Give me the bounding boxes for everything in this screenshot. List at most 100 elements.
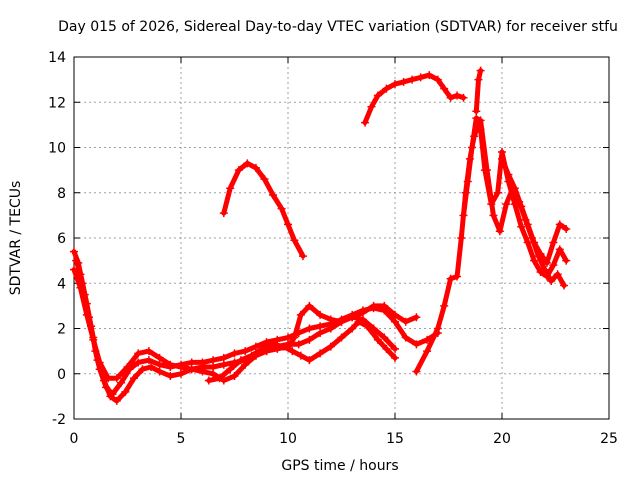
data-point: [401, 333, 410, 342]
data-point: [243, 159, 252, 168]
data-point: [412, 313, 421, 322]
data-point: [555, 220, 564, 229]
data-point: [337, 333, 346, 342]
data-point: [382, 344, 391, 353]
data-point: [555, 245, 564, 254]
data-point: [399, 77, 408, 86]
data-point: [536, 267, 545, 276]
data-point: [423, 347, 432, 356]
series-line-track-6: [461, 115, 567, 288]
data-point: [305, 324, 314, 333]
grid-lines: [74, 57, 609, 419]
data-point: [219, 360, 228, 369]
data-point: [166, 372, 175, 381]
data-point: [363, 322, 372, 331]
data-point: [177, 369, 185, 378]
data-point: [457, 234, 466, 242]
x-tick-label: 25: [600, 431, 618, 447]
data-point: [147, 362, 156, 371]
data-point: [391, 317, 399, 326]
data-point: [155, 367, 164, 376]
data-point: [547, 276, 556, 285]
data-point: [95, 358, 104, 367]
data-point: [215, 374, 224, 383]
data-point: [540, 265, 549, 274]
data-point: [412, 340, 421, 349]
data-point: [489, 211, 498, 220]
data-point: [373, 91, 382, 100]
data-point: [549, 261, 558, 270]
data-point: [380, 333, 389, 342]
data-point: [219, 209, 228, 218]
data-point: [290, 236, 299, 245]
data-point: [382, 84, 391, 93]
data-point: [459, 93, 468, 102]
data-point: [226, 184, 235, 193]
data-point: [82, 310, 91, 319]
y-tick-label: 8: [57, 186, 66, 202]
y-axis-label: SDTVAR / TECUs: [8, 181, 24, 296]
data-point: [144, 347, 153, 356]
data-point: [70, 265, 78, 274]
data-point: [316, 310, 325, 319]
data-point: [269, 340, 278, 349]
data-point: [296, 310, 305, 319]
y-tick-label: -2: [52, 412, 66, 428]
data-point: [121, 387, 130, 396]
y-tick-label: 2: [57, 322, 66, 338]
data-point: [337, 317, 346, 326]
data-point: [358, 308, 367, 317]
data-point: [187, 358, 196, 367]
data-point: [247, 351, 256, 360]
data-point: [316, 329, 325, 338]
data-point: [209, 369, 218, 378]
data-point: [348, 313, 357, 322]
data-point: [316, 322, 325, 331]
data-point: [502, 200, 511, 209]
x-tick-label: 0: [70, 431, 79, 447]
data-point: [517, 202, 526, 211]
data-point: [367, 102, 376, 111]
data-point: [416, 73, 425, 82]
y-tick-label: 4: [57, 276, 66, 292]
data-point: [251, 342, 260, 351]
data-point: [453, 272, 462, 281]
data-point: [226, 365, 235, 374]
series-line-arc-right: [362, 72, 466, 126]
data-point: [542, 258, 551, 267]
data-point: [144, 356, 153, 365]
data-point: [155, 353, 164, 362]
data-point: [523, 220, 532, 229]
x-tick-label: 10: [279, 431, 297, 447]
data-point: [269, 191, 278, 200]
data-point: [446, 93, 455, 102]
data-point: [391, 310, 399, 319]
data-point: [219, 353, 228, 362]
data-point: [187, 365, 196, 374]
data-point: [251, 163, 260, 172]
series-line-track-2: [73, 258, 398, 404]
data-point: [305, 335, 314, 344]
data-point: [468, 143, 477, 152]
data-point: [112, 396, 121, 405]
data-point: [476, 116, 485, 125]
data-point: [453, 91, 462, 100]
data-point: [553, 270, 562, 279]
data-point: [134, 358, 143, 367]
data-point: [234, 166, 243, 175]
data-point: [380, 301, 389, 310]
data-point: [440, 84, 449, 93]
data-point: [433, 75, 442, 84]
data-point: [260, 175, 269, 184]
data-point: [440, 301, 449, 310]
data-point: [236, 356, 245, 365]
data-point: [298, 252, 307, 261]
x-tick-label: 20: [493, 431, 511, 447]
data-point: [476, 66, 485, 75]
data-point: [273, 335, 282, 344]
data-point: [391, 344, 399, 353]
data-point: [498, 148, 506, 157]
data-point: [117, 378, 126, 387]
data-point: [530, 238, 539, 247]
